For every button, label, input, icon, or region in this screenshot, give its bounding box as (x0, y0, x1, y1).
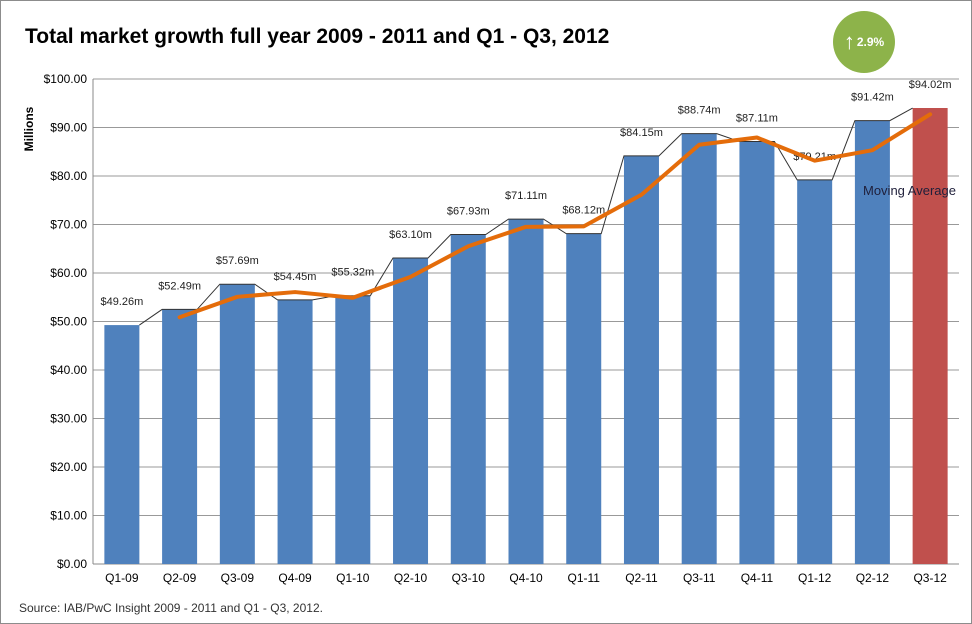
bar (450, 234, 486, 565)
x-tick-label: Q4-10 (509, 571, 543, 585)
data-label: $52.49m (158, 280, 201, 292)
x-tick-label: Q1-11 (567, 571, 600, 585)
bar (393, 257, 429, 564)
data-label: $71.11m (505, 190, 547, 202)
bar (162, 309, 198, 564)
source-note: Source: IAB/PwC Insight 2009 - 2011 and … (19, 601, 323, 615)
data-label: $63.10m (389, 229, 432, 241)
bar (104, 325, 140, 564)
x-tick-label: Q1-09 (105, 571, 139, 585)
growth-badge: ↑ 2.9% (833, 11, 895, 73)
x-tick-label: Q3-09 (221, 571, 255, 585)
y-tick-label: $0.00 (57, 557, 87, 571)
x-tick-label: Q4-11 (741, 571, 774, 585)
growth-value: 2.9% (856, 35, 885, 49)
x-tick-label: Q3-12 (913, 571, 947, 585)
bar (508, 219, 544, 564)
x-tick-label: Q2-11 (625, 571, 658, 585)
data-label: $55.32m (331, 267, 374, 279)
bar (854, 120, 890, 564)
y-tick-label: $80.00 (50, 169, 87, 183)
y-tick-label: $40.00 (50, 363, 87, 377)
bar (335, 295, 371, 564)
x-tick-label: Q1-10 (336, 571, 370, 585)
data-label: $54.45m (274, 271, 317, 283)
bar (797, 179, 833, 565)
y-tick-label: $10.00 (50, 509, 87, 523)
y-tick-label: $60.00 (50, 266, 87, 280)
y-tick-label: $70.00 (50, 218, 87, 232)
data-label: $68.12m (562, 205, 605, 217)
x-tick-label: Q4-09 (278, 571, 312, 585)
bar (623, 155, 659, 564)
moving-average-label: Moving Average (863, 183, 956, 198)
bar (277, 299, 313, 564)
x-tick-label: Q3-11 (683, 571, 716, 585)
y-tick-label: $90.00 (50, 121, 87, 135)
arrow-up-icon: ↑ (843, 29, 855, 54)
bar (739, 141, 775, 565)
data-label: $49.26m (100, 296, 143, 308)
x-tick-label: Q2-10 (394, 571, 428, 585)
data-label: $84.15m (620, 127, 663, 139)
y-tick-label: $50.00 (50, 315, 87, 329)
x-tick-label: Q2-12 (856, 571, 890, 585)
x-tick-label: Q2-09 (163, 571, 197, 585)
data-label: $88.74m (678, 105, 721, 117)
data-label: $87.11m (736, 113, 778, 125)
bar (219, 284, 255, 564)
data-label: $67.93m (447, 206, 490, 218)
y-tick-label: $100.00 (44, 72, 88, 86)
y-tick-label: $20.00 (50, 460, 87, 474)
data-label: $94.02m (909, 79, 952, 91)
moving-average-line (177, 112, 933, 320)
y-tick-label: $30.00 (50, 412, 87, 426)
bar (681, 133, 717, 564)
connector-line (139, 107, 913, 326)
bar (566, 233, 602, 565)
y-axis-label: Millions (22, 106, 36, 151)
x-tick-label: Q3-10 (452, 571, 486, 585)
bar (912, 108, 948, 565)
data-label: $57.69m (216, 255, 259, 267)
x-tick-label: Q1-12 (798, 571, 832, 585)
data-label: $91.42m (851, 92, 894, 104)
chart-title: Total market growth full year 2009 - 201… (25, 25, 610, 48)
